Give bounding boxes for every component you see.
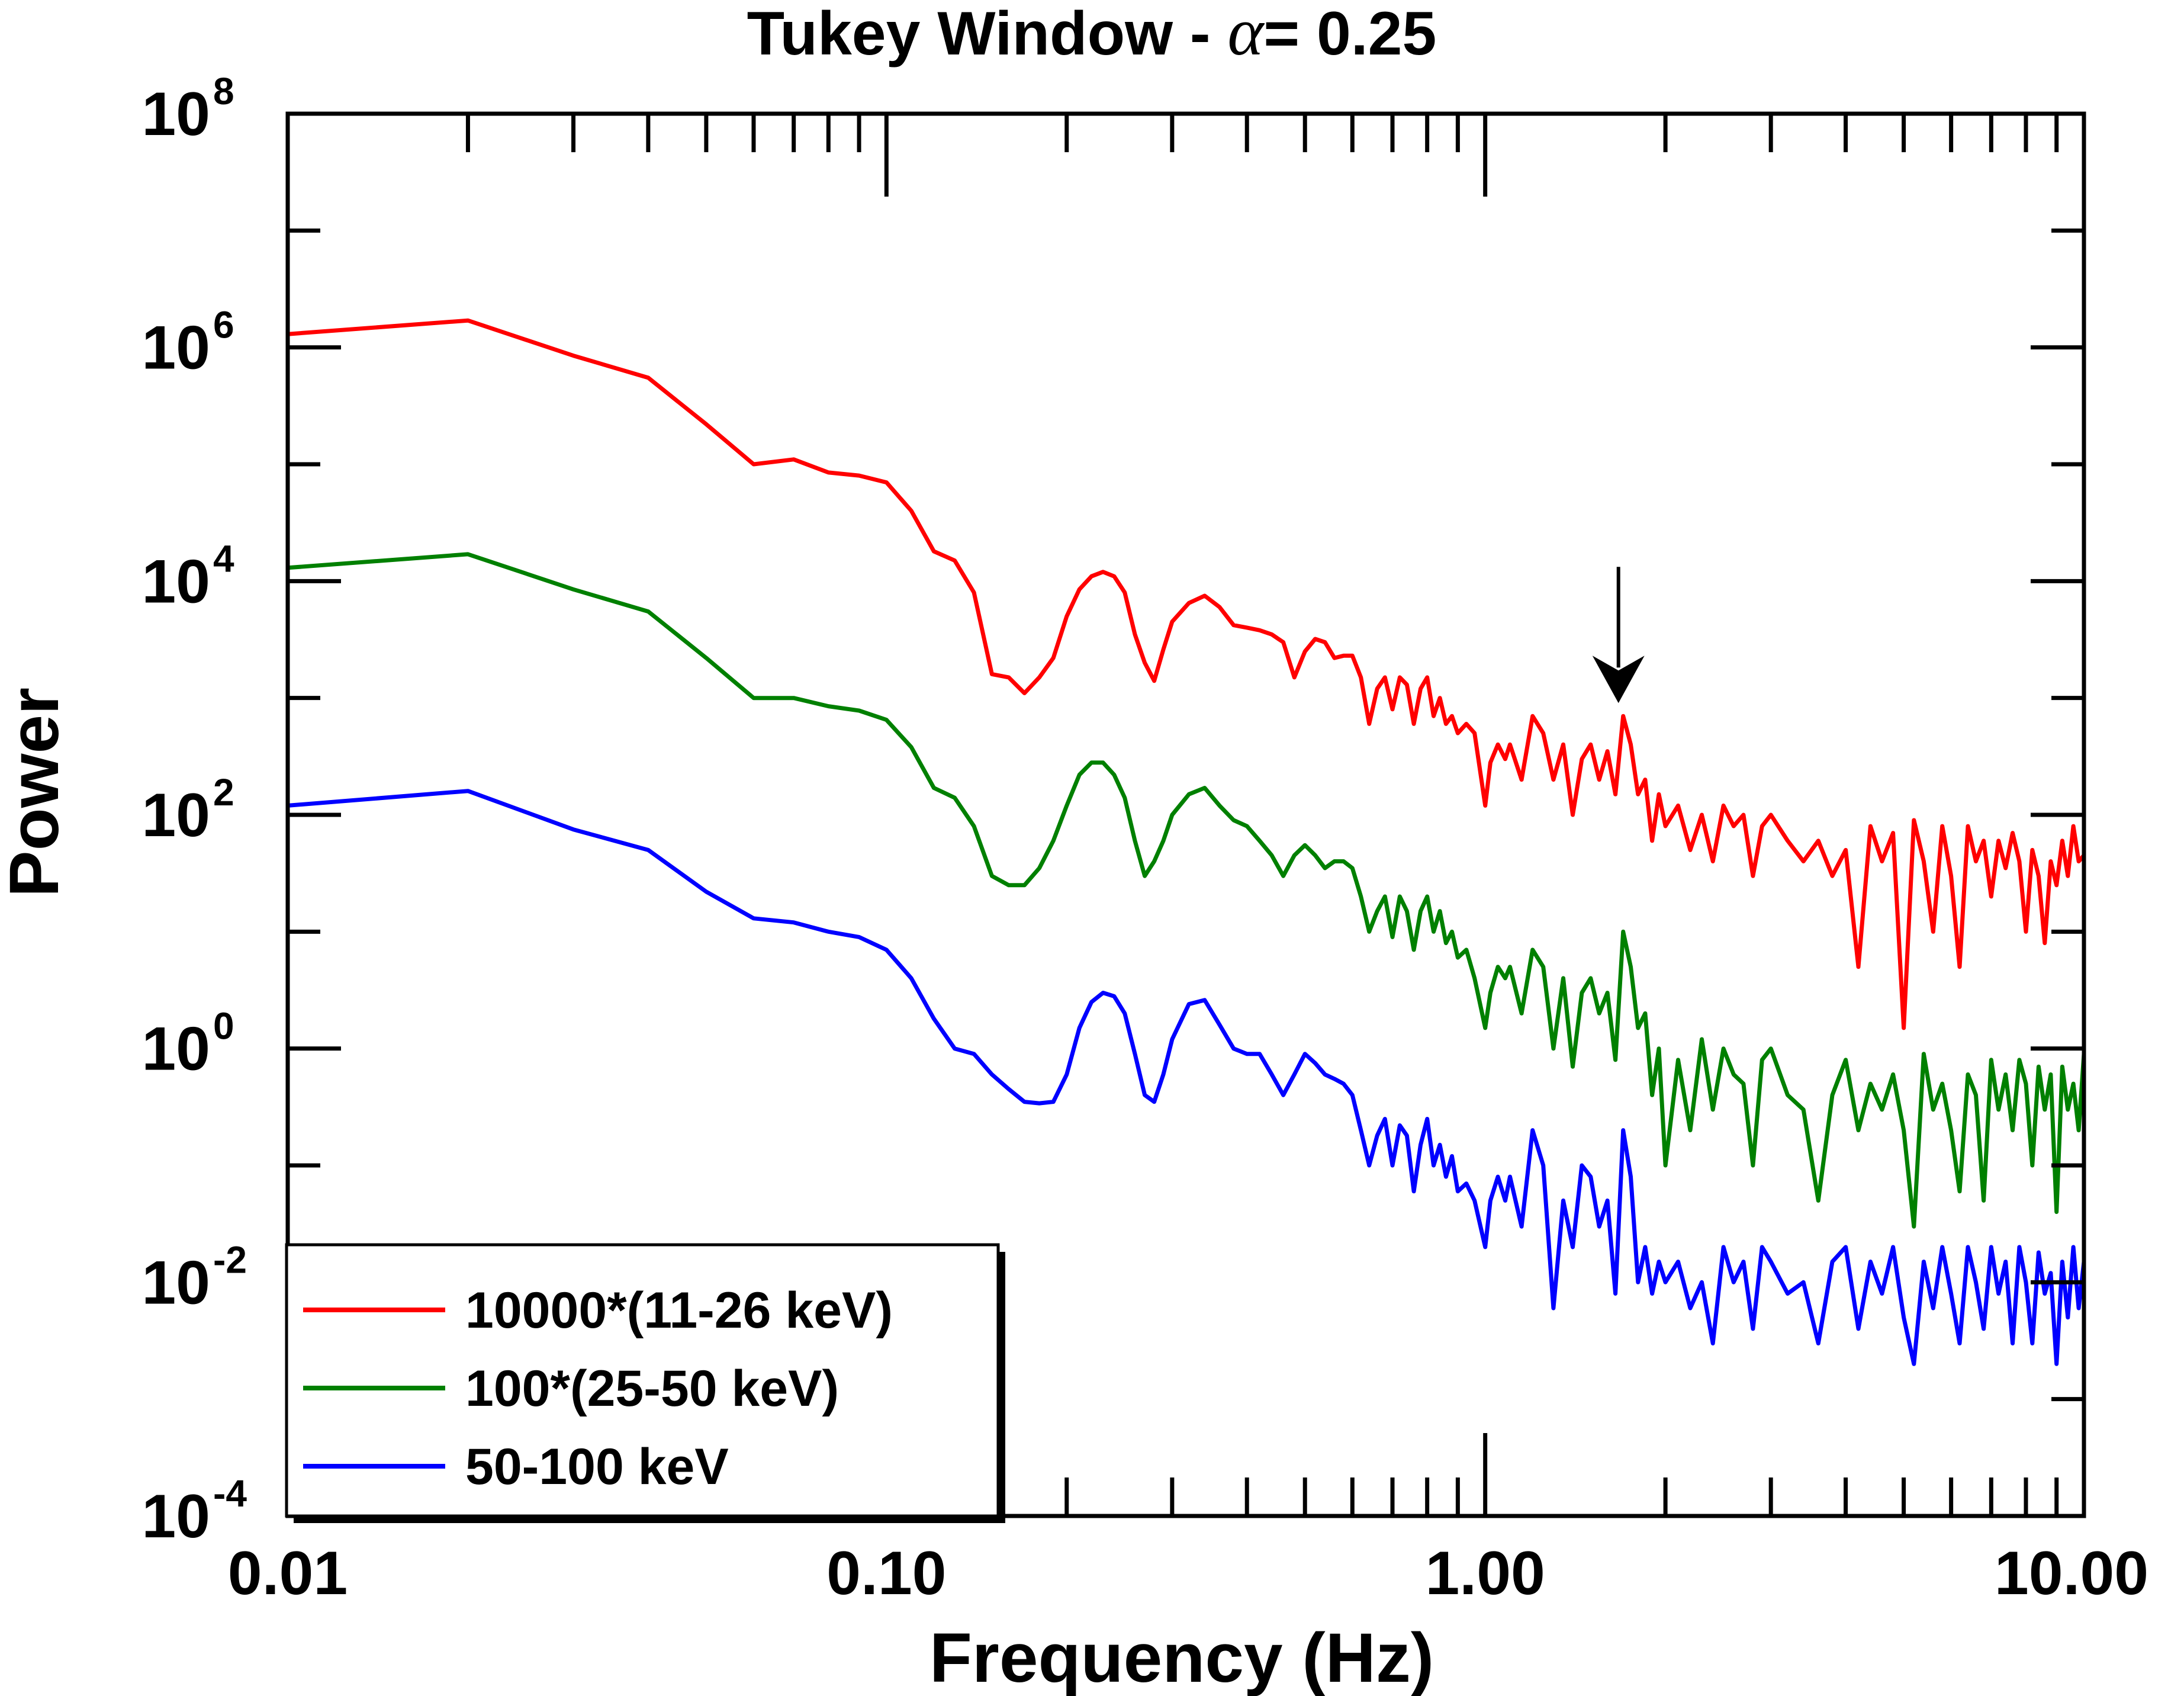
plot-series-group	[287, 318, 2086, 1366]
chart-title: Tukey Window - α= 0.25	[747, 0, 1437, 70]
y-axis-label: Power	[0, 688, 73, 897]
series-line-3	[287, 789, 2086, 1366]
y-tick-label-exponent: 4	[213, 537, 234, 580]
x-axis-label: Frequency (Hz)	[929, 1619, 1434, 1696]
x-tick-label: 0.10	[826, 1539, 946, 1608]
legend: 10000*(11-26 keV) 100*(25-50 keV) 50-100 k…	[285, 1243, 1005, 1523]
annotation-layer	[1592, 567, 1645, 704]
peak-arrow	[1592, 567, 1645, 704]
chart-title-alpha-symbol: α	[1227, 0, 1265, 70]
chart-title-text: Tukey Window -	[747, 0, 1228, 68]
y-tick-label-base: 10	[141, 1248, 210, 1317]
y-tick-label-base: 10	[141, 1015, 210, 1084]
y-tick-label-base: 10	[141, 781, 210, 850]
y-tick-label-base: 10	[141, 1482, 210, 1551]
legend-label-3: 50-100 keV	[465, 1438, 729, 1495]
series-line-1	[287, 318, 2086, 1030]
y-tick-label-exponent: 8	[213, 70, 234, 113]
peak-arrow-head	[1592, 656, 1645, 704]
legend-label-2: 100*(25-50 keV)	[465, 1360, 839, 1417]
y-tick-label-exponent: -4	[213, 1472, 247, 1515]
y-tick-label-exponent: 0	[213, 1005, 234, 1048]
x-tick-label: 0.01	[228, 1539, 348, 1608]
legend-label-1: 10000*(11-26 keV)	[465, 1282, 893, 1339]
y-tick-label-base: 10	[141, 314, 210, 383]
x-tick-label: 10.00	[1995, 1539, 2148, 1608]
y-tick-label-base: 10	[141, 547, 210, 616]
y-tick-label-base: 10	[141, 80, 210, 149]
y-tick-label-exponent: 2	[213, 771, 234, 814]
y-tick-label-exponent: 6	[213, 304, 234, 346]
legend-box	[285, 1243, 1000, 1518]
chart-title-value: = 0.25	[1263, 0, 1436, 68]
series-line-2	[287, 552, 2086, 1229]
y-tick-label-exponent: -2	[213, 1238, 247, 1281]
x-tick-label: 1.00	[1425, 1539, 1545, 1608]
